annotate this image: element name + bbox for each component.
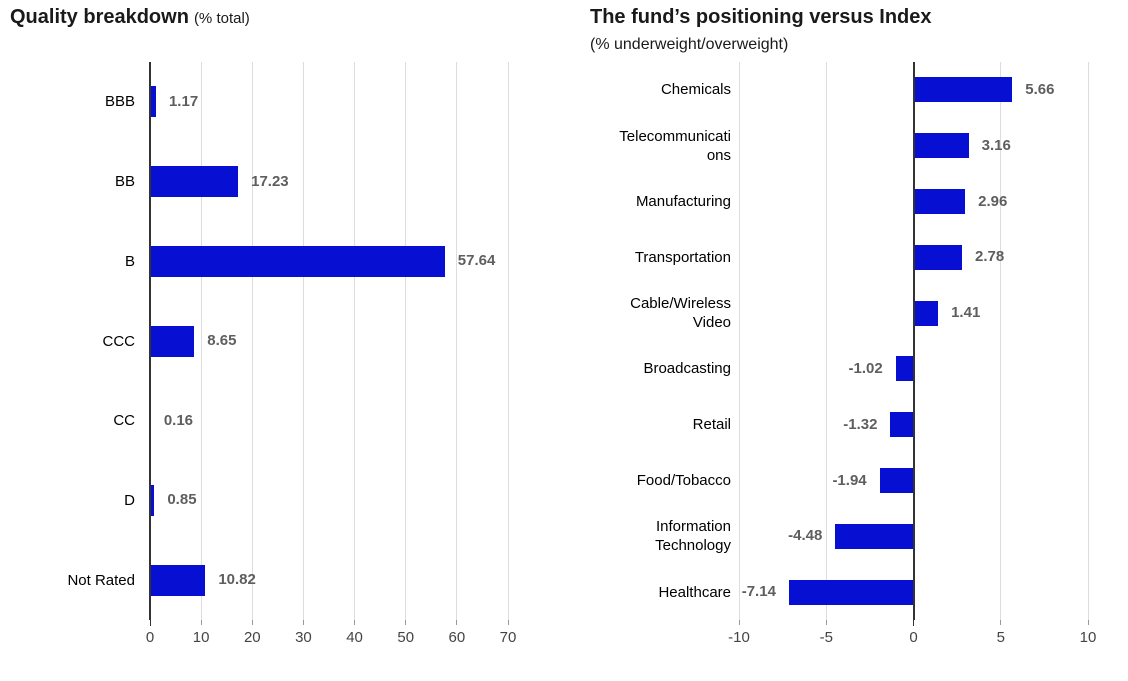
tick-mark (1000, 620, 1002, 625)
category-label: Food/Tobacco (636, 472, 731, 489)
value-label: 0.85 (167, 491, 197, 509)
zero-axis-line (912, 62, 915, 620)
value-label: -1.02 (848, 359, 883, 377)
tick-mark (456, 620, 458, 625)
tick-mark (913, 620, 914, 626)
value-label: 2.96 (978, 192, 1008, 210)
bar (890, 412, 914, 438)
bar (895, 356, 914, 382)
quality-breakdown-title-text: Quality breakdown (10, 6, 189, 28)
value-label: 2.78 (975, 248, 1005, 266)
value-label: 8.65 (207, 332, 237, 349)
fund-positioning-chart: -10 -5 0 5 10 Chemicals 5.66 Telecommunicati on… (619, 62, 1096, 646)
value-label: 10.82 (218, 571, 256, 589)
category-label: Not Rated (67, 571, 135, 589)
x-tick-label: 40 (346, 629, 363, 646)
value-label: -1.94 (832, 471, 867, 489)
category-label: BBB (104, 93, 135, 111)
fund-positioning-title: The fund’s positioning versus Index (% u… (590, 6, 932, 54)
gridline (354, 62, 356, 620)
x-tick-label: 10 (192, 629, 210, 646)
gridline (251, 62, 253, 620)
category-label: Information Technology (655, 518, 731, 555)
x-tick-label: 0 (909, 629, 918, 646)
gridline (200, 62, 202, 620)
value-label: 5.66 (1025, 80, 1055, 98)
x-tick-label: 5 (996, 629, 1005, 646)
bar (150, 86, 156, 118)
tick-mark (251, 620, 253, 625)
tick-mark (405, 620, 407, 625)
bar (913, 189, 966, 214)
zero-axis-line (149, 62, 151, 620)
x-tick-label: -10 (728, 629, 750, 646)
x-tick-label: 30 (295, 629, 312, 646)
gridline (825, 62, 827, 620)
tick-mark (507, 620, 509, 625)
tick-mark (149, 620, 151, 626)
value-label: 1.41 (951, 304, 981, 322)
fund-positioning-subtitle: (% underweight/overweight) (590, 36, 789, 53)
category-label: Broadcasting (643, 360, 731, 378)
tick-mark (200, 620, 202, 625)
value-label: -1.32 (843, 415, 878, 433)
gridline (405, 62, 407, 620)
category-label: D (124, 491, 135, 509)
value-label: 3.16 (981, 136, 1011, 154)
bar (150, 564, 206, 596)
value-label: 17.23 (251, 172, 289, 190)
category-label: CC (113, 412, 135, 430)
tick-mark (825, 620, 827, 625)
x-tick-label: 0 (145, 629, 155, 646)
category-label: CCC (102, 332, 136, 350)
tick-mark (1087, 620, 1089, 625)
x-tick-label: 70 (499, 629, 517, 646)
bar (150, 166, 239, 198)
category-label: BB (114, 173, 135, 191)
fund-positioning-title-text: The fund’s positioning versus Index (590, 6, 932, 28)
category-label: Chemicals (660, 81, 731, 99)
category-label: Transportation (634, 248, 731, 266)
category-label: Telecommunicati ons (619, 127, 731, 164)
value-label: -4.48 (788, 527, 823, 545)
bar (788, 579, 914, 605)
x-tick-label: 20 (243, 629, 261, 646)
bar (913, 133, 969, 159)
quality-breakdown-title-suffix: (% total) (193, 10, 250, 27)
tick-mark (302, 620, 304, 625)
category-label: B (124, 252, 135, 270)
x-tick-label: 50 (397, 629, 415, 646)
gridline (1087, 62, 1089, 620)
x-tick-label: -5 (819, 629, 833, 646)
category-label: Retail (692, 416, 731, 434)
value-label: 1.17 (168, 92, 199, 110)
value-label: -7.14 (741, 583, 776, 601)
bar (150, 245, 445, 277)
bar (150, 484, 155, 516)
tick-mark (738, 620, 740, 625)
bar (913, 300, 939, 326)
gridline (738, 62, 740, 620)
bar (879, 468, 914, 493)
category-label: Cable/Wireless Video (630, 295, 731, 332)
quality-breakdown-title: Quality breakdown (% total) (10, 6, 250, 29)
tick-mark (354, 620, 356, 625)
gridline (1000, 62, 1002, 620)
value-label: 0.16 (163, 411, 194, 429)
bar (913, 244, 962, 270)
bar (835, 523, 914, 549)
category-label: Manufacturing (635, 193, 731, 210)
gridline (456, 62, 458, 620)
gridline (507, 62, 509, 620)
value-label: 57.64 (457, 252, 496, 270)
quality-breakdown-chart: 0 10 20 30 40 50 60 70 BBB 1.17 BB 17.23 B 57.64 CCC 8.… (67, 62, 516, 646)
bar (150, 325, 195, 357)
bar (913, 77, 1013, 103)
x-tick-label: 60 (448, 629, 466, 646)
gridline (302, 62, 304, 620)
category-label: Healthcare (658, 583, 731, 601)
x-tick-label: 10 (1079, 629, 1097, 646)
